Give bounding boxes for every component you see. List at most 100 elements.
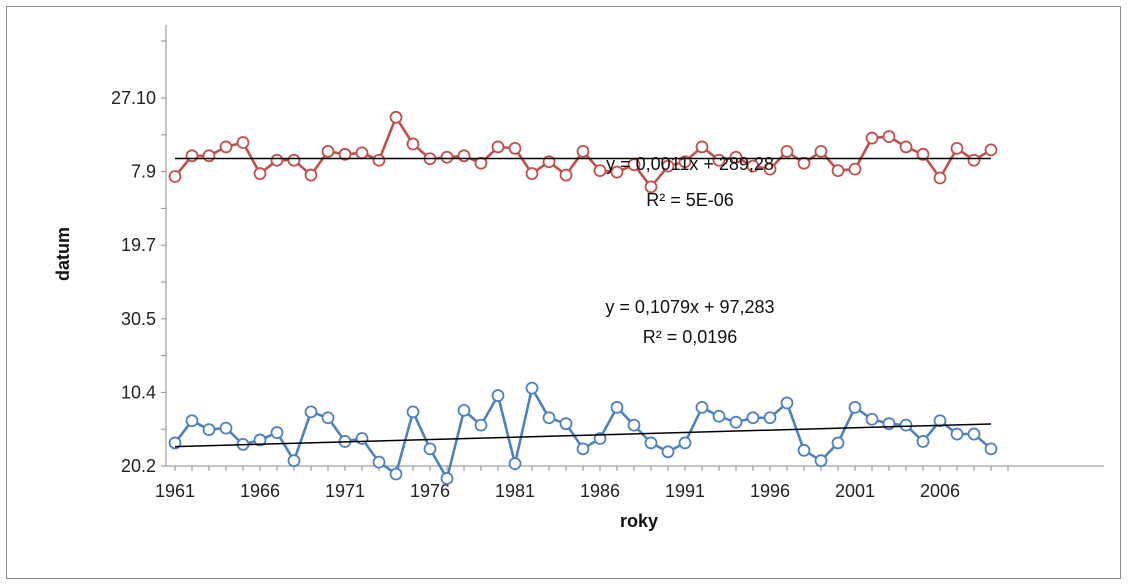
data-point [202,423,216,437]
data-point [865,131,879,145]
data-point [797,156,811,170]
data-point [865,412,879,426]
data-point [695,400,709,414]
data-point [253,433,267,447]
data-point [831,164,845,178]
data-point [321,411,335,425]
data-point [559,168,573,182]
data-point [542,411,556,425]
data-point [593,432,607,445]
y-tick-label: 27.10 [111,88,156,108]
data-point [338,147,352,161]
data-point [644,180,658,194]
data-point [644,436,658,450]
data-point [661,445,675,459]
data-point [984,442,998,456]
data-point [508,141,522,155]
data-point [457,149,471,163]
x-tick-label: 1971 [325,481,365,501]
data-point [593,164,607,178]
data-point [967,427,981,441]
y-tick-label: 30.5 [121,309,156,329]
x-tick-label: 1976 [410,481,450,501]
trend-r-squared: R² = 0,0196 [643,327,738,347]
data-point [899,418,913,432]
data-point [389,467,403,481]
y-tick-label: 19.7 [121,235,156,255]
data-point [406,405,420,419]
data-point [304,168,318,182]
series-layer [168,110,998,485]
labels-layer: y = 0,0011x + 289,28 R² = 5E-06 y = 0,1079… [605,154,774,347]
data-point [712,153,726,167]
trend-r-squared: R² = 5E-06 [646,190,734,210]
data-point [491,140,505,154]
data-point [729,415,743,429]
data-point [661,159,675,173]
data-point [491,389,505,402]
data-point [746,159,760,173]
data-point [474,156,488,170]
data-point [933,414,947,428]
data-point [950,427,964,441]
data-point [848,162,862,176]
data-point [576,442,590,456]
x-tick-label: 1966 [240,481,280,501]
data-point [372,455,386,469]
data-point [355,146,369,160]
data-point [916,147,930,161]
x-tick-label: 2006 [920,481,960,501]
x-tick-label: 1991 [665,481,705,501]
data-point [474,418,488,432]
x-tick-label: 1996 [750,481,790,501]
data-point [372,153,386,167]
data-point [185,149,199,163]
data-point [321,144,335,158]
trend-equation: y = 0,1079x + 97,283 [605,297,774,317]
data-point [729,150,743,164]
data-point [695,140,709,154]
x-axis-title: roky [620,511,658,531]
data-point [950,141,964,155]
y-axis-title: datum [53,227,73,281]
data-point [814,144,828,158]
x-tick-label: 1981 [495,481,535,501]
data-point [508,457,522,471]
data-point [287,153,301,167]
data-point [168,436,182,450]
data-point [763,162,777,176]
y-tick-label: 20.2 [121,456,156,476]
data-point [304,405,318,419]
data-point [848,400,862,414]
data-point [831,436,845,450]
data-point [406,137,420,151]
data-point [253,167,267,180]
data-point [967,153,981,167]
data-point [355,432,369,445]
data-point [882,130,896,143]
data-point [712,409,726,423]
data-point [457,403,471,417]
data-point [185,414,199,428]
data-point [984,143,998,157]
x-tick-label: 2001 [835,481,875,501]
x-tick-label: 1986 [580,481,620,501]
data-point [559,417,573,431]
data-point [780,144,794,158]
data-point [916,435,930,448]
chart-frame [6,6,1121,579]
y-tick-label: 10.4 [121,382,156,402]
data-point [423,442,437,456]
data-point [610,165,624,179]
data-point [270,426,284,439]
data-point [219,421,233,435]
data-point [627,418,641,432]
data-point [899,140,913,154]
data-point [763,411,777,425]
data-point [202,149,216,163]
data-point [236,136,250,149]
x-axis: 1961 1966 1971 1976 1981 1986 1991 1996 2001 2006 [155,465,1104,501]
data-point [610,400,624,414]
data-point [933,171,947,185]
data-point [287,454,301,468]
